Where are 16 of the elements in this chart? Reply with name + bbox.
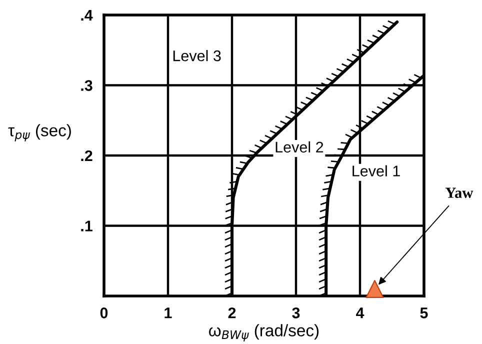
x-tick-label: 2: [228, 308, 236, 318]
x-tick-label: 4: [356, 308, 364, 318]
annotation: Level 1: [352, 165, 400, 176]
x-axis-title: ω$_{BWψ}$ (rad/sec): [209, 324, 319, 342]
x-tick-label: 3: [292, 308, 300, 318]
y-tick-label: .3: [81, 80, 92, 91]
y-tick-label: .2: [81, 150, 92, 162]
annotation: Level 2: [276, 141, 324, 153]
x-tick-label: 5: [420, 308, 428, 318]
x-tick-label: 0: [100, 308, 108, 318]
y-axis-title: τ$_{pψ}$ (sec): [8, 124, 71, 142]
x-tick-label: 1: [164, 308, 172, 318]
annotation: Level 3: [173, 50, 221, 62]
y-tick-label: .1: [81, 220, 92, 232]
y-tick-label: .4: [81, 10, 93, 21]
annotation: Yaw: [445, 188, 474, 198]
